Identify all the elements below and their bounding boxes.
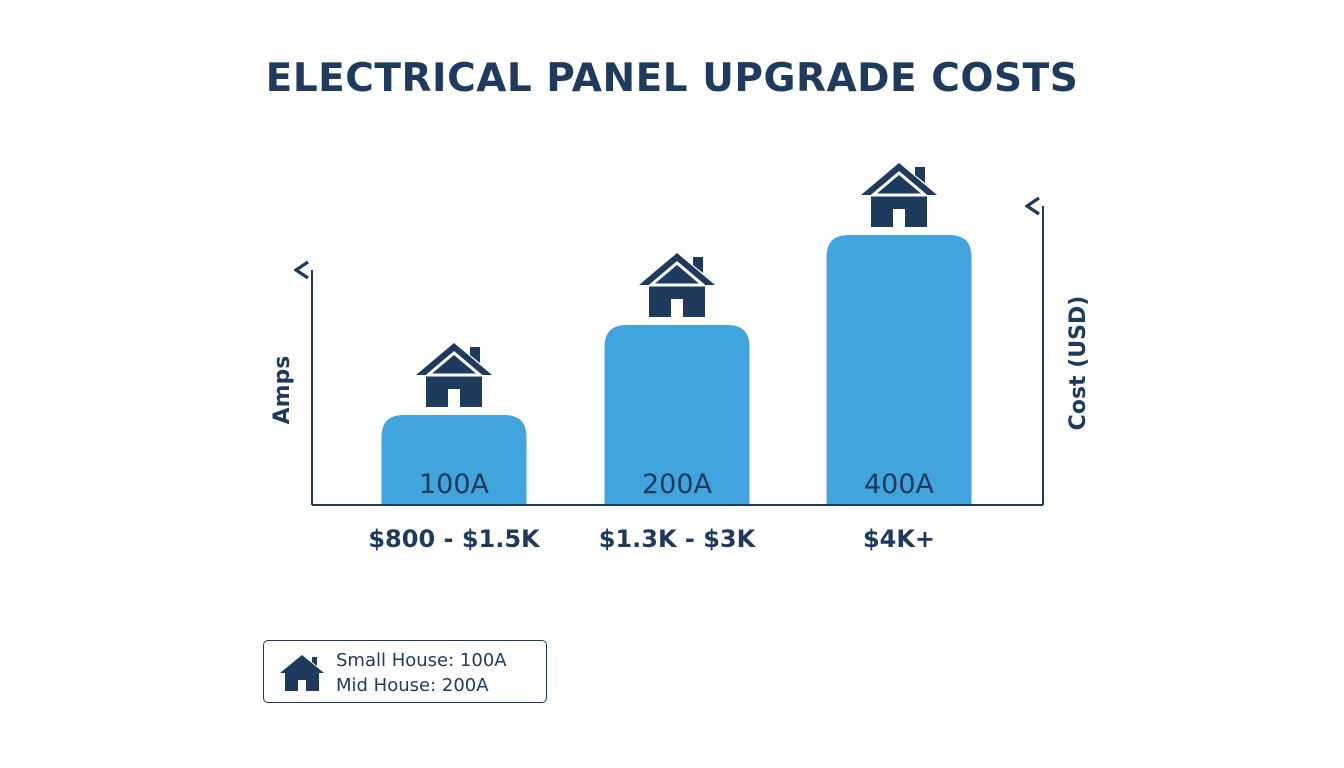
house-icon bbox=[416, 343, 492, 407]
legend: Small House: 100A Mid House: 200A bbox=[263, 640, 547, 703]
bar-label-3: 400A bbox=[864, 469, 935, 500]
bar-label-1: 100A bbox=[419, 469, 490, 500]
house-icon bbox=[639, 253, 715, 317]
bar-1 bbox=[381, 415, 527, 505]
house-icon bbox=[861, 163, 937, 227]
category-label-3: $4K+ bbox=[863, 525, 935, 553]
legend-house-icon bbox=[280, 655, 324, 691]
chart-title: ELECTRICAL PANEL UPGRADE COSTS bbox=[265, 56, 1079, 101]
legend-entry-mid-house: Mid House: 200A bbox=[336, 675, 489, 696]
category-label-1: $800 - $1.5K bbox=[368, 525, 541, 553]
left-axis-label: Amps bbox=[270, 356, 295, 425]
right-axis-label: Cost (USD) bbox=[1066, 296, 1091, 431]
bar-3 bbox=[826, 235, 972, 505]
bar-2 bbox=[604, 325, 750, 505]
category-label-2: $1.3K - $3K bbox=[599, 525, 757, 553]
bar-label-2: 200A bbox=[642, 469, 713, 500]
legend-entry-small-house: Small House: 100A bbox=[336, 650, 507, 671]
